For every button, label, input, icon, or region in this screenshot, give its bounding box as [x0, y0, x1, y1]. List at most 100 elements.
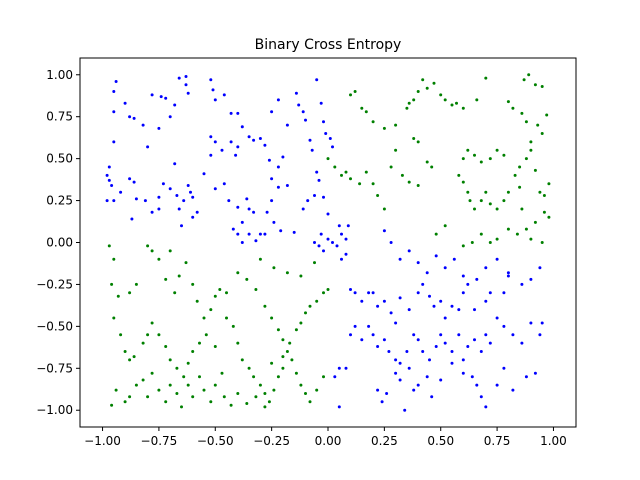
scatter-point [457, 308, 461, 312]
scatter-point [222, 395, 226, 399]
scatter-point [475, 383, 479, 387]
scatter-point [247, 207, 251, 211]
scatter-point [281, 355, 285, 359]
x-tick-label: −0.75 [141, 434, 178, 448]
scatter-point [177, 274, 181, 278]
scatter-point [220, 148, 224, 152]
scatter-point [416, 261, 420, 265]
scatter-point [468, 199, 472, 203]
scatter-point [114, 80, 118, 83]
scatter-point [236, 392, 240, 395]
scatter-point [161, 182, 165, 186]
scatter-point [382, 126, 386, 130]
scatter-point [281, 366, 285, 370]
scatter-point [186, 91, 190, 95]
scatter-point [328, 137, 332, 140]
scatter-point [506, 227, 510, 231]
scatter-point [488, 202, 492, 206]
scatter-point [484, 405, 488, 409]
scatter-point [315, 299, 319, 303]
scatter-point [258, 232, 262, 236]
scatter-point [529, 321, 533, 325]
scatter-point [475, 277, 479, 281]
scatter-point [254, 288, 258, 291]
scatter-point [105, 173, 109, 177]
scatter-point [484, 333, 488, 337]
y-tick-label: −0.25 [36, 277, 73, 291]
scatter-point [240, 358, 244, 362]
scatter-point [191, 282, 195, 286]
scatter-point [479, 160, 483, 164]
scatter-point [461, 291, 465, 295]
scatter-point [157, 126, 161, 130]
scatter-point [112, 257, 116, 261]
scatter-point [337, 224, 341, 228]
scatter-point [382, 338, 386, 342]
y-tick-label: −0.75 [36, 361, 73, 375]
scatter-point [112, 90, 116, 93]
scatter-point [123, 350, 127, 353]
scatter-point [267, 158, 271, 162]
scatter-point [322, 120, 325, 124]
scatter-point [276, 185, 280, 189]
scatter-point [191, 350, 195, 353]
scatter-point [430, 395, 434, 399]
scatter-point [443, 266, 447, 270]
scatter-point [425, 86, 429, 90]
scatter-point [134, 383, 138, 387]
scatter-point [112, 316, 116, 320]
scatter-point [209, 153, 213, 157]
scatter-point [231, 227, 235, 231]
scatter-point [301, 110, 305, 114]
scatter-point [353, 291, 357, 295]
scatter-point [123, 400, 127, 404]
scatter-point [335, 244, 339, 248]
scatter-point [488, 241, 492, 244]
scatter-point [394, 148, 398, 152]
scatter-point [344, 170, 348, 174]
scatter-point [324, 132, 328, 135]
scatter-point [258, 383, 262, 387]
scatter-point [389, 311, 393, 315]
x-tick-label: 0.25 [371, 434, 398, 448]
scatter-point [191, 195, 195, 199]
scatter-point [304, 311, 307, 315]
scatter-point [495, 237, 499, 241]
scatter-point [376, 345, 380, 348]
scatter-point [540, 321, 544, 325]
scatter-point [313, 261, 316, 265]
scatter-point [175, 392, 179, 395]
scatter-point [349, 333, 352, 337]
scatter-point [119, 190, 123, 194]
scatter-point [134, 197, 138, 201]
y-tick-label: 0.50 [46, 152, 73, 166]
scatter-point [547, 215, 551, 219]
scatter-point [132, 355, 136, 359]
scatter-point [540, 241, 544, 244]
scatter-point [520, 207, 524, 211]
scatter-point [128, 291, 132, 295]
scatter-point [533, 371, 537, 375]
scatter-point [150, 371, 154, 375]
scatter-point [236, 271, 240, 275]
scatter-point [542, 210, 546, 214]
scatter-point [421, 78, 425, 82]
scatter-point [513, 173, 517, 177]
scatter-point [272, 220, 276, 224]
scatter-point [322, 249, 325, 253]
y-tick-label: 0.00 [46, 236, 73, 250]
scatter-point [371, 291, 375, 295]
scatter-point [128, 358, 132, 362]
scatter-point [405, 350, 409, 353]
scatter-point [285, 123, 289, 127]
scatter-point [376, 194, 380, 197]
scatter-point [114, 388, 118, 392]
scatter-point [371, 120, 375, 124]
scatter-point [340, 232, 343, 236]
scatter-point [146, 244, 150, 248]
scatter-point [297, 103, 301, 107]
scatter-point [150, 249, 154, 253]
scatter-point [128, 177, 132, 181]
scatter-point [407, 366, 411, 370]
